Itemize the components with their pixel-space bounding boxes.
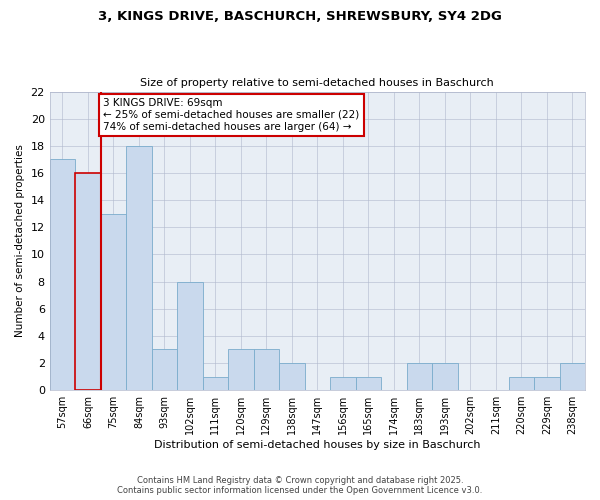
Title: Size of property relative to semi-detached houses in Baschurch: Size of property relative to semi-detach… [140,78,494,88]
Bar [330,376,356,390]
Bar [407,363,432,390]
Text: 3 KINGS DRIVE: 69sqm
← 25% of semi-detached houses are smaller (22)
74% of semi-: 3 KINGS DRIVE: 69sqm ← 25% of semi-detac… [103,98,359,132]
Bar [356,376,381,390]
Bar [152,350,177,390]
Bar [50,160,75,390]
Bar [432,363,458,390]
Text: Contains HM Land Registry data © Crown copyright and database right 2025.
Contai: Contains HM Land Registry data © Crown c… [118,476,482,495]
Bar [254,350,279,390]
Bar [203,376,228,390]
Y-axis label: Number of semi-detached properties: Number of semi-detached properties [15,144,25,338]
Bar [279,363,305,390]
Bar [75,173,101,390]
Bar [126,146,152,390]
Text: 3, KINGS DRIVE, BASCHURCH, SHREWSBURY, SY4 2DG: 3, KINGS DRIVE, BASCHURCH, SHREWSBURY, S… [98,10,502,23]
Bar [534,376,560,390]
Bar [101,214,126,390]
Bar [177,282,203,390]
Bar [560,363,585,390]
Bar [228,350,254,390]
X-axis label: Distribution of semi-detached houses by size in Baschurch: Distribution of semi-detached houses by … [154,440,481,450]
Bar [509,376,534,390]
